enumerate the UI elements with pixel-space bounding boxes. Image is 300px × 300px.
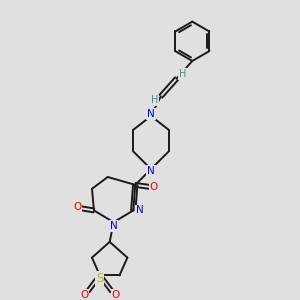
- Text: N: N: [147, 166, 155, 176]
- Text: H: H: [151, 95, 159, 105]
- Text: N: N: [136, 206, 144, 215]
- Text: N: N: [110, 221, 118, 231]
- Text: H: H: [179, 69, 186, 79]
- Text: S: S: [96, 272, 103, 285]
- Text: O: O: [150, 182, 158, 192]
- Text: O: O: [73, 202, 81, 212]
- Text: O: O: [112, 290, 120, 300]
- Text: O: O: [80, 290, 88, 300]
- Text: N: N: [147, 109, 155, 119]
